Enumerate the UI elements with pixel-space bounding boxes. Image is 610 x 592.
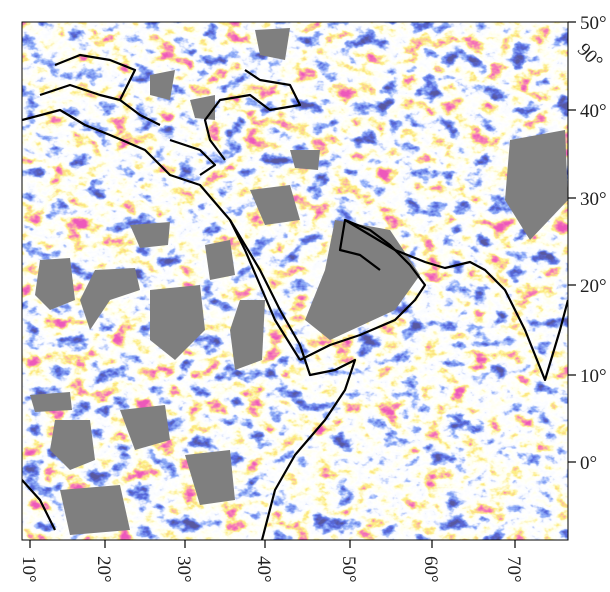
latitude-label: 0° xyxy=(580,453,597,474)
corner-label: 90° xyxy=(573,39,607,73)
longitude-label: 40° xyxy=(253,556,274,583)
longitude-label: 50° xyxy=(338,556,359,583)
map-area xyxy=(22,22,568,540)
page: {"map": {"latitude_labels": ["50°", "40°… xyxy=(0,0,610,587)
longitude-label: 60° xyxy=(420,556,441,583)
longitude-label: 30° xyxy=(173,556,194,583)
longitude-label: 20° xyxy=(93,556,114,583)
map-figure: 90° 50° 40° 30° 20° 10° 0° 10° 20° 30° 40° 50° 60° 7… xyxy=(0,0,610,587)
latitude-label: 40° xyxy=(580,101,607,122)
latitude-label: 50° xyxy=(580,13,607,34)
latitude-label: 20° xyxy=(580,276,607,297)
longitude-label: 70° xyxy=(503,556,524,583)
latitude-label: 10° xyxy=(580,366,607,387)
longitude-label: 10° xyxy=(18,556,39,583)
latitude-label: 30° xyxy=(580,189,607,210)
